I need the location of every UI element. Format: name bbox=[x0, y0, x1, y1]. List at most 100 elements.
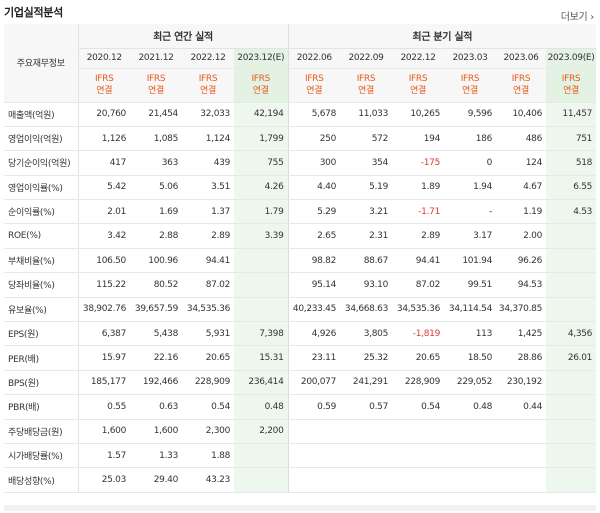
table-cell: 572 bbox=[340, 126, 393, 152]
period-header-row: 2020.12 2021.12 2022.12 2023.12(E) 2022.06 20… bbox=[4, 48, 597, 69]
table-cell bbox=[546, 467, 597, 493]
table-cell: 115.22 bbox=[78, 272, 130, 298]
row-label: PER(배) bbox=[4, 345, 79, 371]
table-cell: 1.88 bbox=[182, 443, 234, 469]
table-cell: 11,457 bbox=[546, 102, 597, 127]
row-label: 영업이익률(%) bbox=[4, 174, 79, 201]
table-cell: 250 bbox=[288, 126, 341, 152]
table-cell bbox=[234, 247, 289, 274]
ifrs-label: IFRS bbox=[460, 74, 480, 84]
consolidated-label: 연결 bbox=[252, 86, 269, 96]
table-cell: 2.88 bbox=[130, 223, 182, 249]
table-cell: 18.50 bbox=[444, 345, 497, 371]
table-cell: -175 bbox=[392, 150, 445, 176]
table-cell: 42,194 bbox=[234, 102, 289, 127]
row-label: 배당성향(%) bbox=[4, 467, 79, 493]
table-cell: -1.71 bbox=[392, 199, 445, 225]
table-cell: 236,414 bbox=[234, 370, 289, 396]
ifrs-label: IFRS bbox=[198, 74, 218, 84]
table-row: 매출액(억원) 20,760 21,454 32,033 42,194 5,678 11,0… bbox=[4, 102, 597, 127]
table-row: 배당성향(%) 25.03 29.40 43.23 bbox=[4, 467, 597, 493]
table-cell bbox=[234, 297, 289, 323]
table-cell: 2.65 bbox=[288, 223, 341, 249]
table-cell: 100.96 bbox=[130, 247, 182, 274]
table-cell: 228,909 bbox=[182, 370, 234, 396]
table-cell bbox=[340, 443, 393, 469]
table-cell: 186 bbox=[444, 126, 497, 152]
table-cell bbox=[340, 418, 393, 444]
ifrs-label: IFRS bbox=[511, 74, 531, 84]
table-cell: 34,535.36 bbox=[392, 297, 445, 323]
table-cell: 5.42 bbox=[78, 174, 130, 201]
ifrs-header-row: IFRS 연결 IFRS 연결 IFRS 연결 IFRS 연결 IFRS 연결 IFRS 연결 IFRS… bbox=[4, 68, 597, 103]
ifrs-header: IFRS 연결 bbox=[392, 68, 445, 103]
table-cell bbox=[288, 443, 341, 469]
table-cell: 1.19 bbox=[496, 199, 547, 225]
table-cell: 2,200 bbox=[234, 418, 289, 444]
table-cell: 3,805 bbox=[340, 321, 393, 347]
table-body: 매출액(억원) 20,760 21,454 32,033 42,194 5,678 11,0… bbox=[4, 102, 597, 493]
table-cell: 9,596 bbox=[444, 102, 497, 127]
ifrs-header: IFRS 연결 bbox=[546, 68, 597, 103]
table-cell: 518 bbox=[546, 150, 597, 176]
consolidated-label: 연결 bbox=[358, 86, 374, 96]
table-cell: 25.03 bbox=[78, 467, 130, 493]
table-cell: 0.54 bbox=[392, 394, 445, 420]
table-cell: 4.53 bbox=[546, 199, 597, 225]
row-label: PBR(배) bbox=[4, 394, 79, 420]
table-cell: 124 bbox=[496, 150, 547, 176]
table-cell: 2,300 bbox=[182, 418, 234, 444]
table-cell bbox=[340, 467, 393, 493]
table-cell: 229,052 bbox=[444, 370, 497, 396]
table-cell: 2.00 bbox=[496, 223, 547, 249]
row-label: 시가배당률(%) bbox=[4, 443, 79, 469]
table-cell: 1.79 bbox=[234, 199, 289, 225]
period-header: 2022.12 bbox=[182, 48, 234, 69]
table-cell: 354 bbox=[340, 150, 393, 176]
table-cell: 3.21 bbox=[340, 199, 393, 225]
ifrs-label: IFRS bbox=[356, 74, 376, 84]
table-cell: 38,902.76 bbox=[78, 297, 130, 323]
table-cell: 88.67 bbox=[340, 247, 393, 274]
table-cell: 5,678 bbox=[288, 102, 341, 127]
table-cell: 1,600 bbox=[78, 418, 130, 444]
period-header: 2023.06 bbox=[496, 48, 547, 69]
ifrs-label: IFRS bbox=[408, 74, 428, 84]
table-cell: 43.23 bbox=[182, 467, 234, 493]
horizontal-scrollbar[interactable] bbox=[4, 505, 596, 511]
table-cell: 417 bbox=[78, 150, 130, 176]
table-cell: 194 bbox=[392, 126, 445, 152]
table-cell: 200,077 bbox=[288, 370, 341, 396]
table-row: 순이익률(%) 2.01 1.69 1.37 1.79 5.29 3.21 -1.71-1.1… bbox=[4, 199, 597, 225]
period-header: 2022.12 bbox=[392, 48, 445, 69]
table-cell: 22.16 bbox=[130, 345, 182, 371]
table-cell: 486 bbox=[496, 126, 547, 152]
row-label: 당기순이익(억원) bbox=[4, 150, 79, 176]
table-cell: 101.94 bbox=[444, 247, 497, 274]
table-cell: - bbox=[444, 199, 497, 225]
table-cell: 26.01 bbox=[546, 345, 597, 371]
table-cell bbox=[234, 443, 289, 469]
table-cell: 3.42 bbox=[78, 223, 130, 249]
more-link[interactable]: 더보기 › bbox=[560, 12, 595, 23]
table-cell bbox=[288, 418, 341, 444]
table-cell bbox=[496, 467, 547, 493]
table-cell bbox=[496, 443, 547, 469]
table-cell: 1.89 bbox=[392, 174, 445, 201]
table-cell: 0.54 bbox=[182, 394, 234, 420]
table-cell bbox=[392, 418, 445, 444]
table-cell: 439 bbox=[182, 150, 234, 176]
table-cell: 1.69 bbox=[130, 199, 182, 225]
table-cell bbox=[444, 418, 497, 444]
table-cell: 28.86 bbox=[496, 345, 547, 371]
table-cell: 0.48 bbox=[234, 394, 289, 420]
ifrs-label: IFRS bbox=[304, 74, 324, 84]
table-cell: 20,760 bbox=[78, 102, 130, 127]
table-cell: 0.63 bbox=[130, 394, 182, 420]
table-cell: 2.01 bbox=[78, 199, 130, 225]
table-cell: 23.11 bbox=[288, 345, 341, 371]
row-label: 순이익률(%) bbox=[4, 199, 79, 225]
table-cell bbox=[546, 297, 597, 323]
ifrs-header: IFRS 연결 bbox=[234, 68, 289, 103]
table-cell: 241,291 bbox=[340, 370, 393, 396]
